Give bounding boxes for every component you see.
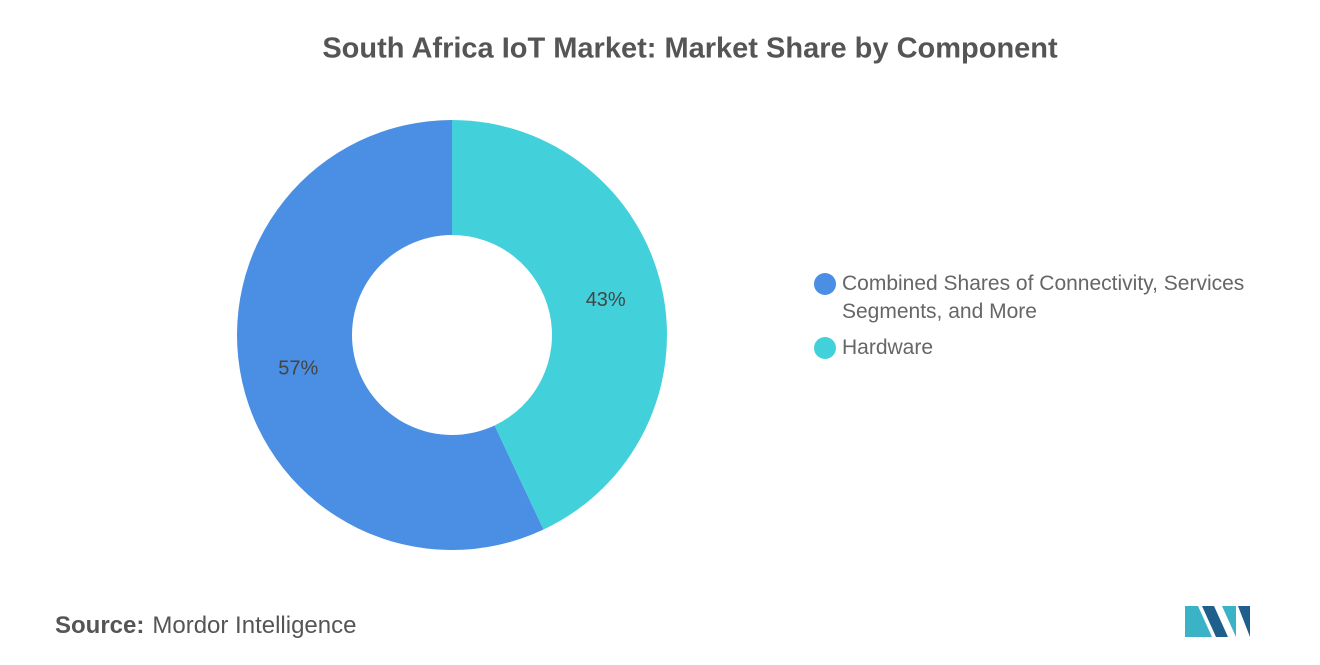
data-label: 43% — [586, 289, 626, 311]
chart-title: South Africa IoT Market: Market Share by… — [322, 33, 1058, 65]
logo — [1185, 606, 1250, 637]
source-label: Source: — [55, 612, 145, 639]
data-label: 57% — [278, 358, 318, 380]
legend-swatch — [814, 273, 836, 295]
legend-label: Hardware — [842, 336, 934, 359]
legend-swatch — [814, 337, 836, 359]
source: Source: Mordor Intelligence — [55, 612, 356, 640]
legend-item: Combined Shares of Connectivity, Service… — [814, 270, 1284, 326]
legend: Combined Shares of Connectivity, Service… — [814, 270, 1284, 370]
donut-segment — [236, 120, 544, 551]
source-text: Mordor Intelligence — [152, 612, 357, 639]
donut-segment — [452, 120, 667, 530]
legend-item: Hardware — [814, 334, 1284, 362]
legend-label: Combined Shares of Connectivity, Service… — [842, 272, 1245, 323]
